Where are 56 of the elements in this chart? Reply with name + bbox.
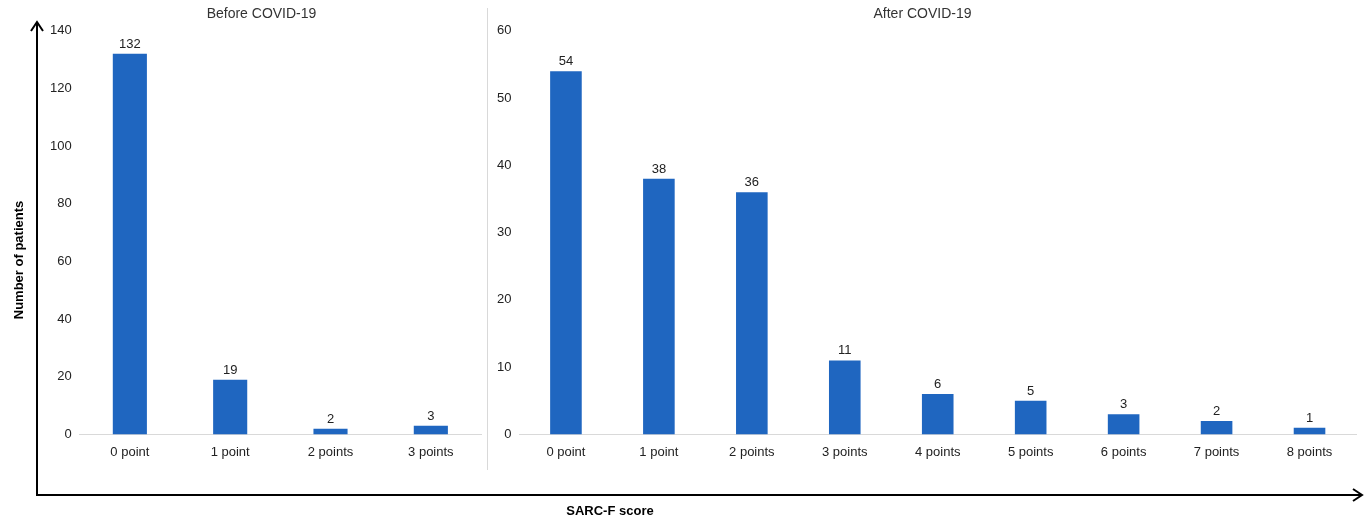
bar <box>1014 400 1047 435</box>
bar <box>736 192 768 435</box>
x-tick-label: 6 points <box>1100 443 1147 459</box>
bar <box>1200 420 1233 435</box>
data-label: 132 <box>119 35 141 51</box>
x-tick-label: 3 points <box>822 443 869 459</box>
data-label: 19 <box>222 361 238 377</box>
x-tick-label: 1 point <box>639 443 679 459</box>
data-label: 54 <box>558 53 574 69</box>
x-axis-title: SARC-F score <box>566 503 654 518</box>
bar <box>921 394 954 435</box>
x-tick-label: 2 points <box>307 443 354 459</box>
y-axis-title: Number of patients <box>10 200 26 320</box>
y-tick-label: 40 <box>57 310 72 326</box>
x-tick-label: 1 point <box>210 443 251 459</box>
x-tick-label: 2 points <box>729 443 776 459</box>
y-tick-label: 50 <box>496 89 512 105</box>
data-label: 11 <box>838 342 852 358</box>
data-label: 1 <box>1305 409 1314 425</box>
y-tick-label: 60 <box>496 22 512 38</box>
data-label: 2 <box>326 410 335 426</box>
bar <box>112 53 147 435</box>
y-tick-label: 0 <box>504 425 512 441</box>
x-tick-label: 3 points <box>408 443 455 459</box>
y-tick-label: 40 <box>496 156 512 172</box>
data-label: 3 <box>1120 396 1128 412</box>
y-tick-label: 140 <box>49 22 72 38</box>
data-label: 5 <box>1027 382 1035 398</box>
bar <box>643 178 675 435</box>
x-tick-label: 5 points <box>1007 443 1054 459</box>
data-label: 2 <box>1212 403 1221 419</box>
y-tick-label: 80 <box>57 195 72 211</box>
y-tick-label: 0 <box>64 425 72 441</box>
y-tick-label: 20 <box>57 368 72 384</box>
x-tick-label: 4 points <box>914 443 961 459</box>
x-tick-label: 0 point <box>110 443 150 459</box>
bar <box>413 425 448 435</box>
y-tick-label: 60 <box>57 253 72 269</box>
y-tick-label: 100 <box>49 137 72 153</box>
bar <box>828 360 861 435</box>
data-label: 36 <box>744 174 760 190</box>
chart-title: Before COVID-19 <box>206 5 317 22</box>
y-tick-label: 10 <box>496 358 512 374</box>
x-tick-label: 7 points <box>1193 443 1240 459</box>
bar <box>550 71 582 435</box>
x-tick-label: 0 point <box>546 443 586 459</box>
chart-title: After COVID-19 <box>873 5 972 22</box>
data-label: 3 <box>427 407 435 423</box>
y-tick-label: 120 <box>49 80 72 96</box>
y-tick-label: 30 <box>496 224 512 240</box>
data-label: 38 <box>651 160 667 176</box>
y-tick-label: 20 <box>496 291 512 307</box>
data-label: 6 <box>934 376 942 392</box>
bar <box>1107 414 1140 435</box>
bar <box>213 379 248 435</box>
x-tick-label: 8 points <box>1286 443 1333 459</box>
